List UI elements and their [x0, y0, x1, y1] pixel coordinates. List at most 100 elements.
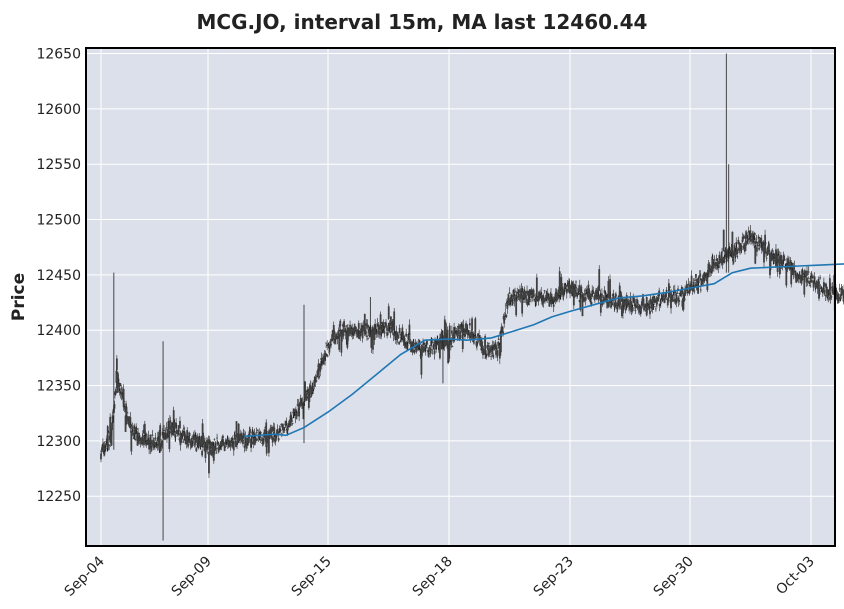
- candle-body: [639, 309, 642, 313]
- y-tick-label: 12250: [36, 489, 81, 505]
- candle-body: [716, 267, 719, 269]
- candle-body: [372, 332, 374, 350]
- candle-body: [504, 313, 507, 315]
- candle-body: [108, 435, 111, 440]
- candle-body: [764, 242, 767, 244]
- candle-body: [330, 343, 332, 346]
- candle-body: [532, 292, 534, 298]
- candle-body: [100, 451, 103, 452]
- candle-body: [333, 330, 336, 336]
- candle-body: [516, 292, 519, 294]
- candle-body: [509, 297, 512, 301]
- candle-body: [781, 260, 783, 262]
- candle-body: [277, 438, 280, 441]
- candle-body: [266, 435, 269, 442]
- candle-body: [702, 279, 705, 282]
- candle-body: [464, 334, 466, 337]
- candle-body: [812, 275, 814, 277]
- candle-body: [748, 234, 751, 241]
- candle-body: [766, 246, 769, 255]
- candle-body: [577, 288, 580, 292]
- candle-body: [826, 289, 829, 297]
- candle-body: [733, 252, 735, 255]
- candle-body: [704, 277, 707, 279]
- candle-body: [571, 290, 574, 297]
- candle-body: [248, 431, 251, 436]
- candle-body: [666, 298, 669, 306]
- candle-body: [574, 284, 577, 289]
- candle-body: [494, 342, 497, 349]
- candle-body: [275, 434, 277, 441]
- candle-body: [720, 252, 723, 261]
- candle-body: [718, 254, 721, 261]
- candle-body: [187, 443, 190, 447]
- candle-body: [569, 292, 571, 294]
- candle-body: [513, 292, 515, 297]
- x-tick-label: Sep-04: [62, 553, 108, 599]
- candle-body: [526, 300, 529, 306]
- candle-body: [155, 444, 158, 446]
- candle-body: [528, 298, 531, 303]
- candle-body: [230, 440, 232, 443]
- candlestick-series: [100, 53, 844, 541]
- candle-body: [528, 291, 531, 299]
- candle-body: [158, 429, 161, 450]
- candle-body: [790, 268, 793, 285]
- candle-body: [467, 331, 470, 334]
- candle-body: [207, 440, 210, 442]
- candle-body: [622, 301, 624, 314]
- candle-body: [380, 332, 383, 335]
- candle-body: [114, 392, 116, 395]
- candle-body: [224, 441, 227, 445]
- candle-body: [600, 302, 603, 305]
- candle-body: [451, 346, 454, 348]
- candle-body: [622, 308, 625, 310]
- candle-body: [236, 437, 239, 444]
- candle-body: [483, 351, 485, 352]
- candle-body: [558, 271, 561, 293]
- candle-body: [130, 428, 133, 429]
- candle-body: [168, 431, 171, 450]
- candle-body: [472, 334, 475, 340]
- candle-body: [137, 439, 140, 441]
- candle-body: [706, 276, 709, 291]
- candle-body: [556, 293, 558, 301]
- candle-body: [193, 443, 196, 446]
- candle-body: [333, 338, 336, 344]
- candle-body: [178, 438, 181, 441]
- candle-body: [526, 290, 528, 294]
- candle-body: [319, 363, 322, 366]
- candle-body: [300, 398, 303, 403]
- candle-body: [356, 329, 359, 338]
- candle-body: [112, 419, 114, 422]
- candle-body: [370, 332, 373, 338]
- candle-body: [167, 421, 170, 434]
- candle-body: [424, 349, 427, 351]
- candle-body: [740, 248, 743, 250]
- candle-body: [712, 263, 715, 269]
- candle-body: [794, 271, 797, 279]
- candle-body: [360, 329, 363, 332]
- candle-body: [671, 295, 674, 302]
- candle-body: [813, 280, 815, 282]
- candle-body: [437, 342, 440, 349]
- candle-body: [726, 259, 728, 261]
- candle-body: [804, 274, 807, 277]
- candle-body: [435, 344, 438, 350]
- candle-body: [478, 339, 481, 341]
- candle-body: [487, 348, 490, 356]
- candle-body: [550, 299, 553, 305]
- candle-body: [652, 296, 655, 303]
- candle-body: [644, 304, 647, 306]
- candle-body: [490, 356, 493, 357]
- candle-body: [497, 338, 500, 340]
- candle-body: [734, 251, 737, 257]
- candle-body: [101, 444, 104, 449]
- candle-body: [765, 257, 768, 259]
- candle-body: [551, 298, 554, 301]
- candle-body: [279, 429, 282, 431]
- candle-body: [396, 332, 399, 340]
- candle-body: [557, 289, 560, 295]
- candle-body: [171, 425, 174, 427]
- candle-body: [435, 343, 438, 346]
